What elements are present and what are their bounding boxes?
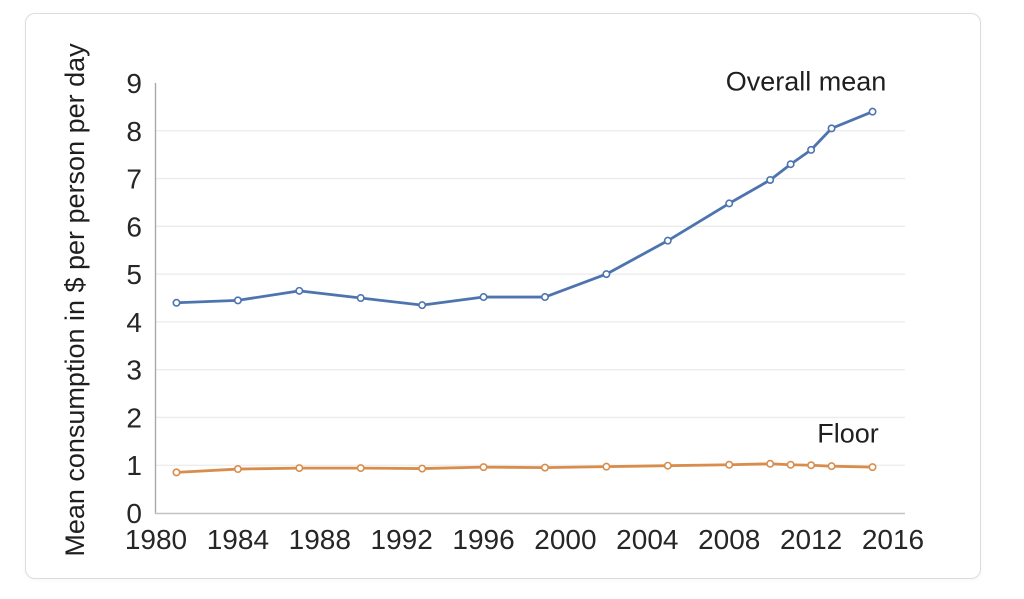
data-point-marker — [295, 286, 304, 295]
data-point-marker — [356, 293, 365, 302]
series-overall-mean — [172, 107, 877, 310]
y-tick-label: 2 — [126, 402, 142, 433]
x-tick-label: 1984 — [207, 524, 269, 555]
y-tick-label: 0 — [126, 498, 142, 529]
x-tick-label: 1988 — [289, 524, 351, 555]
data-point-marker — [725, 199, 734, 208]
y-tick-label: 1 — [126, 450, 142, 481]
data-point-marker — [786, 160, 795, 169]
y-axis-tick-labels: 0 1 2 3 4 5 6 7 8 9 — [126, 68, 142, 529]
data-point-marker — [172, 298, 181, 307]
data-point-marker — [233, 296, 242, 305]
data-point-marker — [418, 301, 427, 310]
y-tick-label: 3 — [126, 355, 142, 386]
y-tick-label: 6 — [126, 211, 142, 242]
data-point-marker — [602, 462, 611, 471]
data-point-marker — [766, 459, 775, 468]
data-point-marker — [172, 468, 181, 477]
x-tick-label: 2016 — [862, 524, 924, 555]
series-line — [175, 110, 874, 307]
data-point-marker — [479, 463, 488, 472]
y-tick-label: 7 — [126, 164, 142, 195]
y-tick-label: 8 — [126, 116, 142, 147]
x-tick-label: 2008 — [698, 524, 760, 555]
data-point-marker — [663, 236, 672, 245]
series-floor — [172, 459, 877, 477]
data-point-marker — [295, 464, 304, 473]
data-point-marker — [540, 463, 549, 472]
data-point-marker — [602, 270, 611, 279]
data-point-marker — [786, 460, 795, 469]
data-point-marker — [233, 465, 242, 474]
data-point-marker — [766, 175, 775, 184]
data-point-marker — [868, 107, 877, 116]
x-tick-label: 2004 — [616, 524, 678, 555]
data-point-marker — [868, 463, 877, 472]
series-label-floor: Floor — [817, 418, 879, 449]
x-axis-tick-labels: 1980 1984 1988 1992 1996 2000 2004 2008 2012 2016 — [125, 524, 924, 555]
data-point-marker — [663, 461, 672, 470]
series-label-overall-mean: Overall mean — [725, 66, 887, 97]
y-tick-label: 4 — [126, 307, 142, 338]
data-point-marker — [418, 464, 427, 473]
data-point-marker — [827, 462, 836, 471]
x-tick-label: 1996 — [452, 524, 514, 555]
data-point-marker — [356, 464, 365, 473]
y-tick-label: 9 — [126, 68, 142, 99]
data-point-marker — [479, 293, 488, 302]
x-tick-label: 1992 — [371, 524, 433, 555]
data-point-marker — [807, 145, 816, 154]
x-tick-label: 2012 — [780, 524, 842, 555]
x-tick-label: 2000 — [534, 524, 596, 555]
data-point-marker — [540, 293, 549, 302]
data-point-marker — [827, 124, 836, 133]
x-tick-label: 1980 — [125, 524, 187, 555]
data-point-marker — [807, 461, 816, 470]
y-tick-label: 5 — [126, 259, 142, 290]
data-point-marker — [725, 460, 734, 469]
